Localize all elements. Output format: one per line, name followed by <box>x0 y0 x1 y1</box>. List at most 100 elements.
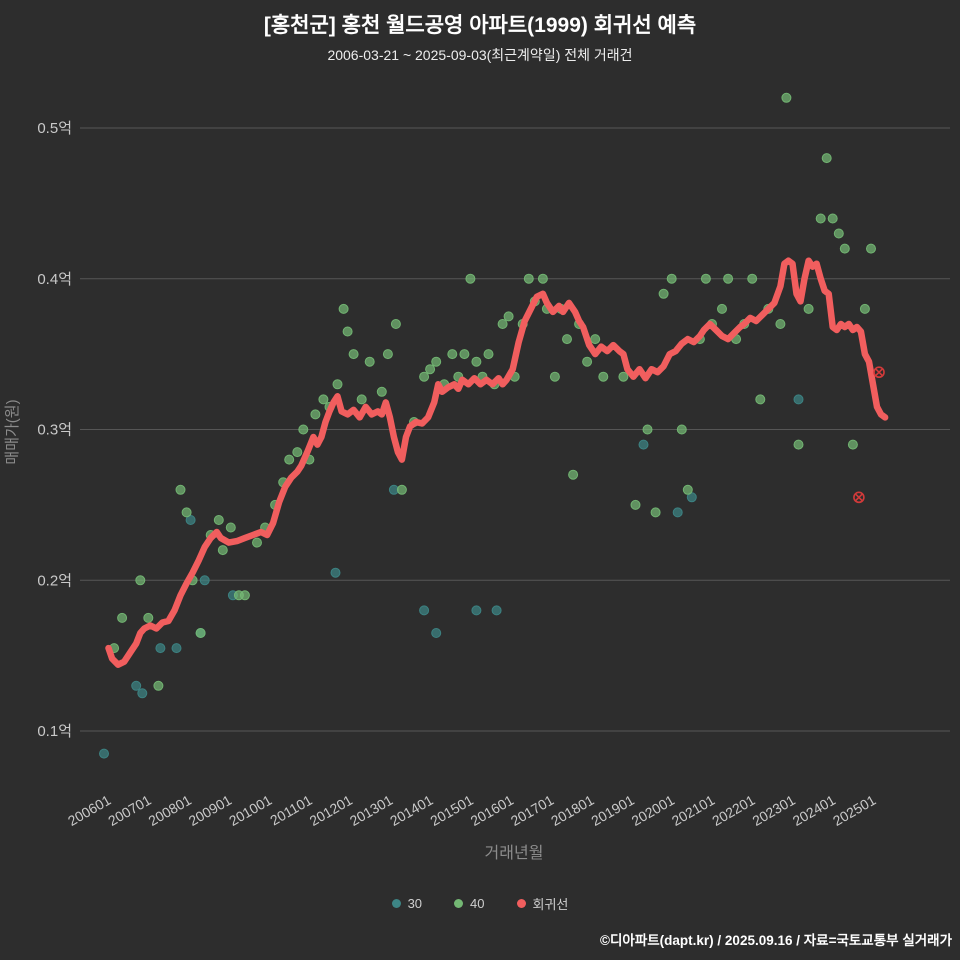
data-point-40[interactable] <box>562 334 572 345</box>
y-tick-label: 0.2억 <box>37 572 72 589</box>
data-point-40[interactable] <box>364 356 375 367</box>
data-point-40[interactable] <box>582 356 593 367</box>
data-point-40[interactable] <box>338 303 349 314</box>
data-point-30[interactable] <box>99 748 109 759</box>
x-tick-label: 201001 <box>226 792 275 829</box>
data-point-40[interactable] <box>213 515 224 525</box>
data-point-30[interactable] <box>131 680 142 691</box>
data-point-40[interactable] <box>859 303 870 314</box>
data-point-40[interactable] <box>723 273 734 284</box>
data-point-40[interactable] <box>310 409 321 420</box>
legend-item-40[interactable]: 40 <box>454 896 485 911</box>
data-point-40[interactable] <box>755 394 766 405</box>
data-point-30[interactable] <box>672 507 683 518</box>
data-point-40[interactable] <box>650 507 661 518</box>
legend-item-30[interactable]: 30 <box>391 896 422 911</box>
data-point-40[interactable] <box>348 349 359 360</box>
data-point-40[interactable] <box>598 371 609 382</box>
data-point-40[interactable] <box>382 349 393 360</box>
data-point-30[interactable] <box>793 394 804 405</box>
data-point-40[interactable] <box>459 349 470 360</box>
data-point-40[interactable] <box>866 243 876 254</box>
data-point-40[interactable] <box>483 349 494 360</box>
data-point-40[interactable] <box>833 228 844 239</box>
chart-subtitle: 2006-03-21 ~ 2025-09-03(최근계약일) 전체 거래건 <box>327 47 633 63</box>
data-point-40[interactable] <box>292 447 303 458</box>
data-point-40[interactable] <box>153 680 164 691</box>
data-point-40[interactable] <box>717 303 727 314</box>
data-point-40[interactable] <box>117 612 128 623</box>
data-point-40[interactable] <box>618 371 629 382</box>
data-point-40[interactable] <box>747 273 758 284</box>
data-point-40[interactable] <box>793 439 804 450</box>
data-point-40[interactable] <box>390 319 401 329</box>
data-point-40[interactable] <box>425 364 436 375</box>
data-point-40[interactable] <box>839 243 850 254</box>
data-point-40[interactable] <box>642 424 653 435</box>
data-point-40[interactable] <box>342 326 353 337</box>
data-point-40[interactable] <box>356 394 367 405</box>
outlier-markers[interactable] <box>853 366 885 504</box>
legend-item-regression[interactable]: 회귀선 <box>516 894 568 913</box>
data-point-40[interactable] <box>676 424 687 435</box>
data-point-30[interactable] <box>491 605 502 616</box>
data-point-30[interactable] <box>185 515 196 525</box>
data-point-40[interactable] <box>135 575 146 586</box>
data-point-40[interactable] <box>175 484 186 495</box>
data-point-40[interactable] <box>332 379 343 390</box>
data-point-40[interactable] <box>537 273 548 284</box>
data-point-40[interactable] <box>465 273 476 284</box>
data-point-40[interactable] <box>658 288 669 299</box>
data-point-40[interactable] <box>396 484 407 495</box>
data-point-40[interactable] <box>549 371 560 382</box>
data-point-40[interactable] <box>195 628 206 638</box>
data-point-40[interactable] <box>471 356 482 367</box>
data-point-30[interactable] <box>471 605 482 616</box>
data-point-30[interactable] <box>171 643 182 654</box>
data-point-40[interactable] <box>217 545 228 556</box>
regression-line[interactable] <box>105 257 889 668</box>
x-tick-label: 201101 <box>267 792 315 829</box>
data-point-40[interactable] <box>284 454 295 465</box>
data-point-40[interactable] <box>630 499 641 510</box>
data-point-40[interactable] <box>847 439 858 450</box>
data-point-40[interactable] <box>803 303 814 314</box>
data-point-40[interactable] <box>827 213 838 224</box>
data-point-30[interactable] <box>137 688 148 699</box>
data-point-40[interactable] <box>815 213 826 224</box>
data-point-30[interactable] <box>199 575 210 586</box>
data-point-40[interactable] <box>376 386 387 397</box>
data-point-40[interactable] <box>682 484 693 495</box>
scatter-series[interactable] <box>99 92 876 759</box>
data-point-40[interactable] <box>252 537 262 548</box>
data-point-40[interactable] <box>775 319 786 329</box>
data-point-40[interactable] <box>497 319 508 329</box>
data-point-30[interactable] <box>419 605 430 616</box>
data-point-40[interactable] <box>700 273 711 284</box>
x-tick-label: 200901 <box>186 792 235 829</box>
outlier-marker[interactable] <box>873 366 885 379</box>
data-point-40[interactable] <box>781 92 792 103</box>
outlier-marker[interactable] <box>853 491 865 504</box>
data-point-40[interactable] <box>143 612 154 623</box>
data-point-30[interactable] <box>155 643 166 654</box>
data-point-40[interactable] <box>503 311 514 322</box>
data-point-40[interactable] <box>666 273 677 284</box>
data-point-40[interactable] <box>568 469 579 480</box>
data-point-40[interactable] <box>447 349 458 360</box>
data-point-40[interactable] <box>181 507 192 518</box>
data-point-40[interactable] <box>298 424 309 435</box>
data-point-30[interactable] <box>330 567 341 578</box>
data-point-30[interactable] <box>431 628 442 638</box>
data-point-40[interactable] <box>239 590 250 601</box>
data-point-30[interactable] <box>638 439 649 450</box>
data-point-40[interactable] <box>318 394 329 405</box>
data-point-40[interactable] <box>431 356 442 367</box>
data-point-40[interactable] <box>225 522 236 533</box>
data-point-40[interactable] <box>821 153 832 164</box>
data-point-40[interactable] <box>419 371 430 382</box>
data-point-40[interactable] <box>523 273 534 284</box>
data-point-40[interactable] <box>590 334 601 345</box>
regression-line-path[interactable] <box>105 257 889 668</box>
